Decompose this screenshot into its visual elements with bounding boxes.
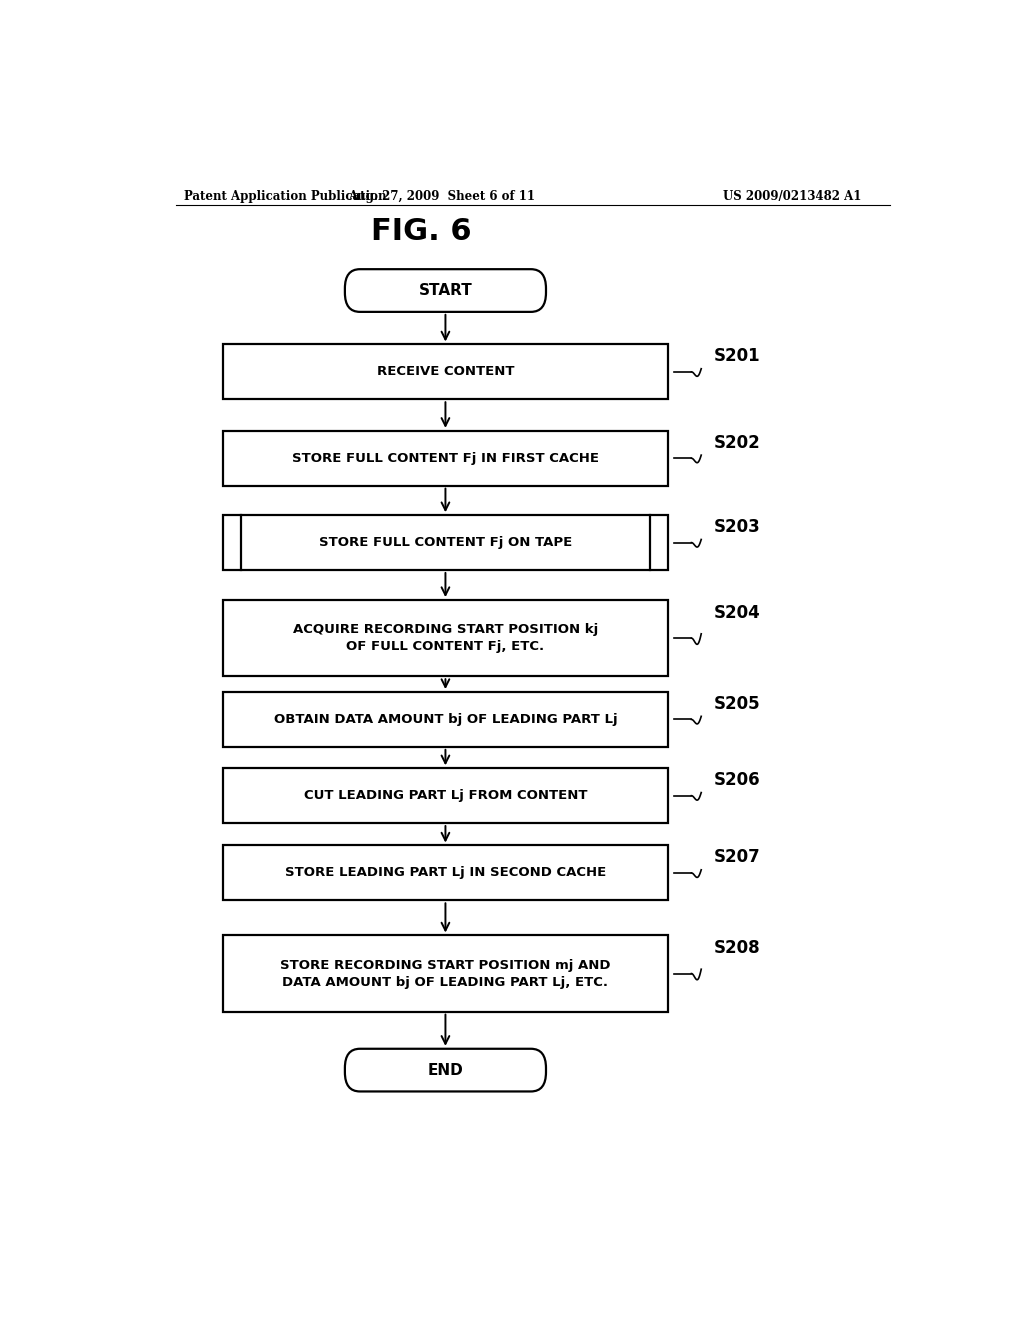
Bar [223,430,668,486]
Text: STORE FULL CONTENT Fj ON TAPE: STORE FULL CONTENT Fj ON TAPE [318,536,572,549]
Bar [223,692,668,747]
Text: RECEIVE CONTENT: RECEIVE CONTENT [377,366,514,379]
Text: US 2009/0213482 A1: US 2009/0213482 A1 [723,190,861,202]
Text: END: END [428,1063,463,1077]
Text: S203: S203 [714,517,761,536]
Text: ACQUIRE RECORDING START POSITION kj
OF FULL CONTENT Fj, ETC.: ACQUIRE RECORDING START POSITION kj OF F… [293,623,598,653]
Bar [223,936,668,1011]
FancyBboxPatch shape [345,269,546,312]
Text: CUT LEADING PART Lj FROM CONTENT: CUT LEADING PART Lj FROM CONTENT [304,789,587,803]
Text: S208: S208 [714,940,760,957]
Text: OBTAIN DATA AMOUNT bj OF LEADING PART Lj: OBTAIN DATA AMOUNT bj OF LEADING PART Lj [273,713,617,726]
Bar [223,601,668,676]
Text: S205: S205 [714,694,760,713]
Text: S202: S202 [714,433,761,451]
Text: S201: S201 [714,347,760,366]
Text: STORE LEADING PART Lj IN SECOND CACHE: STORE LEADING PART Lj IN SECOND CACHE [285,866,606,879]
Bar [223,345,668,399]
Text: STORE FULL CONTENT Fj IN FIRST CACHE: STORE FULL CONTENT Fj IN FIRST CACHE [292,451,599,465]
Text: Patent Application Publication: Patent Application Publication [183,190,386,202]
Bar [223,515,668,570]
Bar [223,846,668,900]
Text: FIG. 6: FIG. 6 [372,216,472,246]
Text: START: START [419,282,472,298]
Text: Aug. 27, 2009  Sheet 6 of 11: Aug. 27, 2009 Sheet 6 of 11 [348,190,535,202]
Text: S204: S204 [714,603,761,622]
Text: S206: S206 [714,771,760,789]
Bar [223,768,668,824]
FancyBboxPatch shape [345,1049,546,1092]
Text: S207: S207 [714,849,761,866]
Text: STORE RECORDING START POSITION mj AND
DATA AMOUNT bj OF LEADING PART Lj, ETC.: STORE RECORDING START POSITION mj AND DA… [281,958,610,989]
